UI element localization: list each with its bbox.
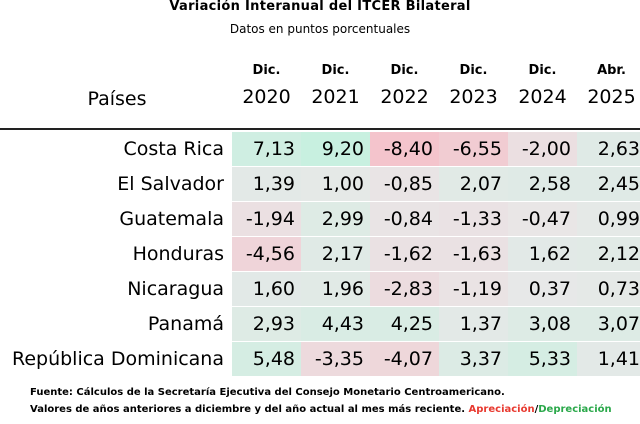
country-label: El Salvador xyxy=(117,173,224,195)
table-row: El Salvador 1,39 1,00 -0,85 2,07 2,58 2,45 xyxy=(0,167,640,201)
table-cell: 2,63 xyxy=(577,132,640,166)
column-header: Dic. 2023 xyxy=(439,60,508,109)
column-header-year: 2020 xyxy=(242,86,291,108)
country-column-header: Países xyxy=(87,88,147,110)
table-cell: 3,37 xyxy=(439,342,508,376)
table-cell: 3,07 xyxy=(577,307,640,341)
table-cell: -1,63 xyxy=(439,237,508,271)
table-cell: 5,33 xyxy=(508,342,577,376)
table-cell: 1,62 xyxy=(508,237,577,271)
legend-separator: / xyxy=(534,404,539,415)
footnote-note-text: Valores de años anteriores a diciembre y… xyxy=(30,404,466,415)
table-cell: -8,40 xyxy=(370,132,439,166)
table-cell: 1,39 xyxy=(232,167,301,201)
table-cell: 7,13 xyxy=(232,132,301,166)
column-header: Dic. 2021 xyxy=(301,60,370,109)
table-cell: -0,85 xyxy=(370,167,439,201)
column-header: Abr. 2025 xyxy=(577,60,640,109)
table-cell: -2,83 xyxy=(370,272,439,306)
table-cell: 1,00 xyxy=(301,167,370,201)
table-cell: 2,93 xyxy=(232,307,301,341)
table-cell: 2,58 xyxy=(508,167,577,201)
table-cell: -3,35 xyxy=(301,342,370,376)
table-cell: 2,99 xyxy=(301,202,370,236)
table-cell: 1,96 xyxy=(301,272,370,306)
table-row: Panamá 2,93 4,43 4,25 1,37 3,08 3,07 xyxy=(0,307,640,341)
column-header-month: Dic. xyxy=(390,63,419,78)
column-header-year: 2022 xyxy=(380,86,429,108)
table-cell: -1,19 xyxy=(439,272,508,306)
column-header: Dic. 2024 xyxy=(508,60,577,109)
table-cell: -4,56 xyxy=(232,237,301,271)
table-cell: -2,00 xyxy=(508,132,577,166)
column-header-month: Abr. xyxy=(597,63,626,78)
table-cell: 3,08 xyxy=(508,307,577,341)
table-cell: 0,73 xyxy=(577,272,640,306)
table-cell: -0,84 xyxy=(370,202,439,236)
table-cell: -4,07 xyxy=(370,342,439,376)
table-cell: -0,47 xyxy=(508,202,577,236)
legend-apreciacion: Apreciación xyxy=(468,404,535,415)
table-row: Costa Rica 7,13 9,20 -8,40 -6,55 -2,00 2,63 xyxy=(0,132,640,166)
table-row: Nicaragua 1,60 1,96 -2,83 -1,19 0,37 0,73 xyxy=(0,272,640,306)
table-cell: 0,99 xyxy=(577,202,640,236)
table-subtitle: Datos en puntos porcentuales xyxy=(229,22,411,36)
table-cell: -1,94 xyxy=(232,202,301,236)
column-header: Dic. 2022 xyxy=(370,60,439,109)
country-label: Costa Rica xyxy=(123,138,225,160)
table-row: Guatemala -1,94 2,99 -0,84 -1,33 -0,47 0,99 xyxy=(0,202,640,236)
country-label: Honduras xyxy=(132,243,224,265)
legend-depreciacion: Depreciación xyxy=(538,404,612,415)
column-header-year: 2023 xyxy=(449,86,498,108)
table-cell: 2,12 xyxy=(577,237,640,271)
table-cell: 0,37 xyxy=(508,272,577,306)
table-cell: 1,37 xyxy=(439,307,508,341)
header-divider xyxy=(0,128,640,130)
footnote-note: Valores de años anteriores a diciembre y… xyxy=(30,403,612,417)
footnote-source: Fuente: Cálculos de la Secretaría Ejecut… xyxy=(30,387,505,398)
table-cell: 5,48 xyxy=(232,342,301,376)
table-cell: -1,33 xyxy=(439,202,508,236)
column-header: Dic. 2020 xyxy=(232,60,301,109)
column-header-month: Dic. xyxy=(321,63,350,78)
table-cell: 9,20 xyxy=(301,132,370,166)
column-header-month: Dic. xyxy=(252,63,281,78)
table-cell: 2,17 xyxy=(301,237,370,271)
table-cell: -6,55 xyxy=(439,132,508,166)
table-cell: 2,45 xyxy=(577,167,640,201)
table-cell: 4,25 xyxy=(370,307,439,341)
table-cell: 4,43 xyxy=(301,307,370,341)
column-header-year: 2025 xyxy=(587,86,636,108)
table-title: Variación Interanual del ITCER Bilateral xyxy=(169,0,471,14)
table-cell: -1,62 xyxy=(370,237,439,271)
table-row: República Dominicana 5,48 -3,35 -4,07 3,37 5,… xyxy=(0,342,640,376)
country-label: República Dominicana xyxy=(11,348,224,370)
column-header-month: Dic. xyxy=(459,63,488,78)
table-cell: 2,07 xyxy=(439,167,508,201)
table-cell: 1,60 xyxy=(232,272,301,306)
country-label: Nicaragua xyxy=(127,278,224,300)
table-cell: 1,41 xyxy=(577,342,640,376)
column-header-month: Dic. xyxy=(528,63,557,78)
country-label: Panamá xyxy=(147,313,224,335)
table-row: Honduras -4,56 2,17 -1,62 -1,63 1,62 2,12 xyxy=(0,237,640,271)
column-header-year: 2024 xyxy=(518,86,567,108)
country-label: Guatemala xyxy=(119,208,224,230)
column-header-year: 2021 xyxy=(311,86,360,108)
